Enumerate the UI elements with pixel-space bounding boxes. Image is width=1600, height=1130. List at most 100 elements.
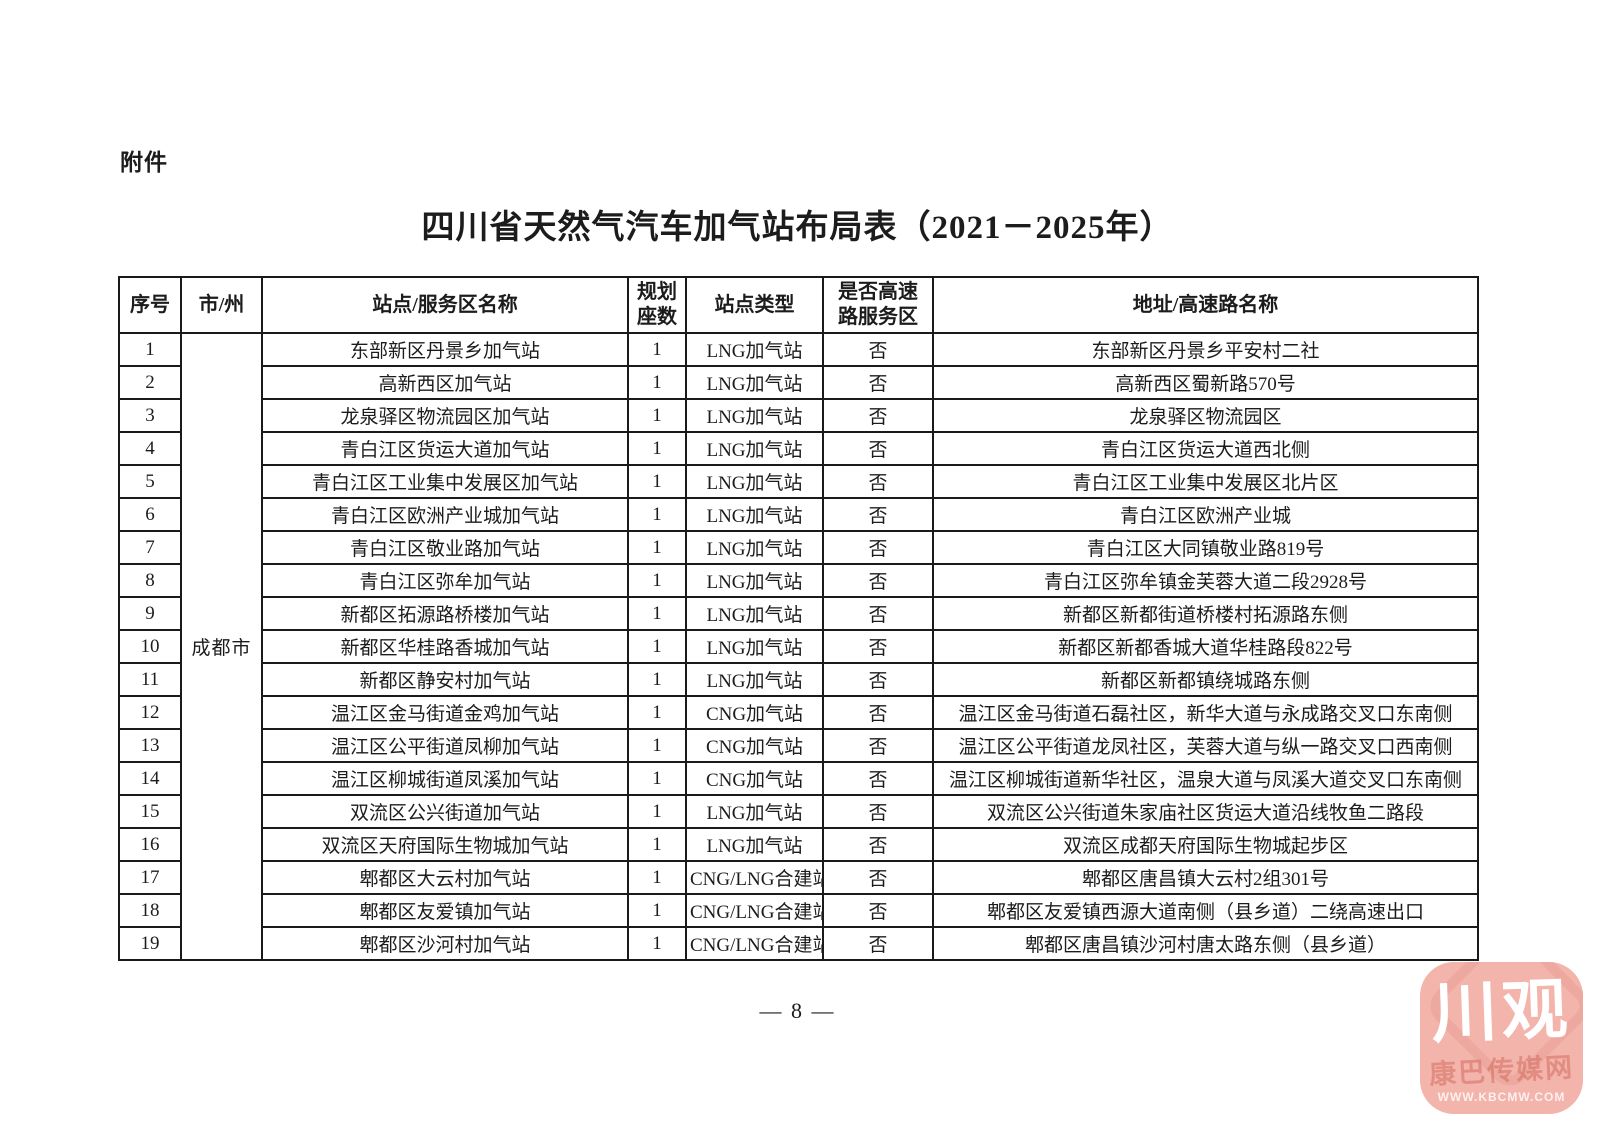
cell-planned-count: 1: [627, 695, 687, 730]
cell-index: 12: [118, 695, 182, 730]
cell-planned-count: 1: [627, 398, 687, 433]
cell-station-name: 青白江区敬业路加气站: [261, 530, 629, 565]
cell-highway-service: 否: [822, 728, 934, 763]
cell-station-name: 郫都区友爱镇加气站: [261, 893, 629, 928]
table-row: 13 温江区公平街道凤柳加气站 1 CNG加气站 否 温江区公平街道龙凤社区，芙…: [118, 728, 1479, 763]
cell-station-type: LNG加气站: [685, 596, 824, 631]
cell-index: 4: [118, 431, 182, 466]
cell-station-type: CNG加气站: [685, 728, 824, 763]
table-row: 18 郫都区友爱镇加气站 1 CNG/LNG合建站 否 郫都区友爱镇西源大道南侧…: [118, 893, 1479, 928]
cell-address: 青白江区货运大道西北侧: [932, 431, 1479, 466]
chuanguan-watermark-logo: 川观 康巴传媒网 WWW.KBCMW.COM: [1420, 962, 1583, 1114]
cell-station-name: 郫都区沙河村加气站: [261, 926, 629, 961]
cell-highway-service: 否: [822, 332, 934, 367]
cell-address: 郫都区友爱镇西源大道南侧（县乡道）二绕高速出口: [932, 893, 1479, 928]
cell-planned-count: 1: [627, 860, 687, 895]
document-title: 四川省天然气汽车加气站布局表（2021－2025年）: [421, 210, 1174, 246]
header-station-name: 站点/服务区名称: [261, 276, 629, 334]
table-row: 7 青白江区敬业路加气站 1 LNG加气站 否 青白江区大同镇敬业路819号: [118, 530, 1479, 565]
table-row: 16 双流区天府国际生物城加气站 1 LNG加气站 否 双流区成都天府国际生物城…: [118, 827, 1479, 862]
cell-highway-service: 否: [822, 893, 934, 928]
attachment-label: 附件: [120, 149, 168, 175]
cell-planned-count: 1: [627, 596, 687, 631]
cell-station-type: CNG/LNG合建站: [685, 893, 824, 928]
cell-planned-count: 1: [627, 893, 687, 928]
cell-station-name: 高新西区加气站: [261, 365, 629, 400]
header-index: 序号: [118, 276, 182, 334]
cell-station-name: 龙泉驿区物流园区加气站: [261, 398, 629, 433]
table-row: 14 温江区柳城街道凤溪加气站 1 CNG加气站 否 温江区柳城街道新华社区，温…: [118, 761, 1479, 796]
cell-index: 9: [118, 596, 182, 631]
cell-station-type: LNG加气站: [685, 662, 824, 697]
cell-address: 青白江区工业集中发展区北片区: [932, 464, 1479, 499]
table-row: 2 高新西区加气站 1 LNG加气站 否 高新西区蜀新路570号: [118, 365, 1479, 400]
cell-planned-count: 1: [627, 530, 687, 565]
header-highway-line1: 是否高速: [838, 281, 918, 303]
cell-highway-service: 否: [822, 662, 934, 697]
cell-address: 温江区柳城街道新华社区，温泉大道与凤溪大道交叉口东南侧: [932, 761, 1479, 796]
cell-station-name: 东部新区丹景乡加气站: [261, 332, 629, 367]
cell-address: 东部新区丹景乡平安村二社: [932, 332, 1479, 367]
cell-address: 龙泉驿区物流园区: [932, 398, 1479, 433]
table-row: 8 青白江区弥牟加气站 1 LNG加气站 否 青白江区弥牟镇金芙蓉大道二段292…: [118, 563, 1479, 598]
cell-highway-service: 否: [822, 794, 934, 829]
cell-index: 3: [118, 398, 182, 433]
cell-station-type: LNG加气站: [685, 431, 824, 466]
cell-index: 10: [118, 629, 182, 664]
cell-station-type: LNG加气站: [685, 464, 824, 499]
cell-address: 新都区新都街道桥楼村拓源路东侧: [932, 596, 1479, 631]
station-table-body: 1 成都市 东部新区丹景乡加气站 1 LNG加气站 否 东部新区丹景乡平安村二社 …: [118, 332, 1479, 961]
cell-planned-count: 1: [627, 629, 687, 664]
cell-station-name: 双流区公兴街道加气站: [261, 794, 629, 829]
cell-index: 11: [118, 662, 182, 697]
table-row: 17 郫都区大云村加气站 1 CNG/LNG合建站 否 郫都区唐昌镇大云村2组3…: [118, 860, 1479, 895]
cell-station-name: 青白江区欧洲产业城加气站: [261, 497, 629, 532]
cell-address: 青白江区大同镇敬业路819号: [932, 530, 1479, 565]
cell-station-name: 温江区金马街道金鸡加气站: [261, 695, 629, 730]
cell-index: 7: [118, 530, 182, 565]
cell-highway-service: 否: [822, 365, 934, 400]
cell-station-type: LNG加气站: [685, 827, 824, 862]
cell-planned-count: 1: [627, 794, 687, 829]
cell-highway-service: 否: [822, 761, 934, 796]
cell-address: 高新西区蜀新路570号: [932, 365, 1479, 400]
header-highway-line2: 路服务区: [838, 306, 918, 328]
cell-index: 17: [118, 860, 182, 895]
cell-station-type: CNG/LNG合建站: [685, 926, 824, 961]
cell-planned-count: 1: [627, 662, 687, 697]
cell-index: 19: [118, 926, 182, 961]
table-row: 3 龙泉驿区物流园区加气站 1 LNG加气站 否 龙泉驿区物流园区: [118, 398, 1479, 433]
table-header-row: 序号 市/州 站点/服务区名称 规划 座数 站点类型 是否高速 路服务区 地址/…: [118, 276, 1479, 334]
watermark-logo-text: 川观: [1430, 973, 1573, 1052]
table-row: 1 成都市 东部新区丹景乡加气站 1 LNG加气站 否 东部新区丹景乡平安村二社: [118, 332, 1479, 961]
cell-planned-count: 1: [627, 728, 687, 763]
cell-highway-service: 否: [822, 695, 934, 730]
table-row: 19 郫都区沙河村加气站 1 CNG/LNG合建站 否 郫都区唐昌镇沙河村唐太路…: [118, 926, 1479, 961]
cell-index: 18: [118, 893, 182, 928]
table-row: 15 双流区公兴街道加气站 1 LNG加气站 否 双流区公兴街道朱家庙社区货运大…: [118, 794, 1479, 829]
cell-index: 13: [118, 728, 182, 763]
cell-planned-count: 1: [627, 563, 687, 598]
cell-planned-count: 1: [627, 365, 687, 400]
cell-index: 5: [118, 464, 182, 499]
cell-planned-count: 1: [627, 761, 687, 796]
cell-address: 双流区成都天府国际生物城起步区: [932, 827, 1479, 862]
header-planned-count: 规划 座数: [627, 276, 687, 334]
cell-station-name: 双流区天府国际生物城加气站: [261, 827, 629, 862]
cell-planned-count: 1: [627, 926, 687, 961]
cell-station-name: 温江区柳城街道凤溪加气站: [261, 761, 629, 796]
cell-station-type: LNG加气站: [685, 794, 824, 829]
cell-address: 青白江区弥牟镇金芙蓉大道二段2928号: [932, 563, 1479, 598]
cell-highway-service: 否: [822, 926, 934, 961]
cell-highway-service: 否: [822, 464, 934, 499]
cell-highway-service: 否: [822, 629, 934, 664]
cell-highway-service: 否: [822, 596, 934, 631]
table-row: 4 青白江区货运大道加气站 1 LNG加气站 否 青白江区货运大道西北侧: [118, 431, 1479, 466]
cell-planned-count: 1: [627, 464, 687, 499]
cell-address: 双流区公兴街道朱家庙社区货运大道沿线牧鱼二路段: [932, 794, 1479, 829]
header-highway-service: 是否高速 路服务区: [822, 276, 934, 334]
cell-highway-service: 否: [822, 530, 934, 565]
cell-station-type: LNG加气站: [685, 398, 824, 433]
cell-address: 新都区新都镇绕城路东侧: [932, 662, 1479, 697]
